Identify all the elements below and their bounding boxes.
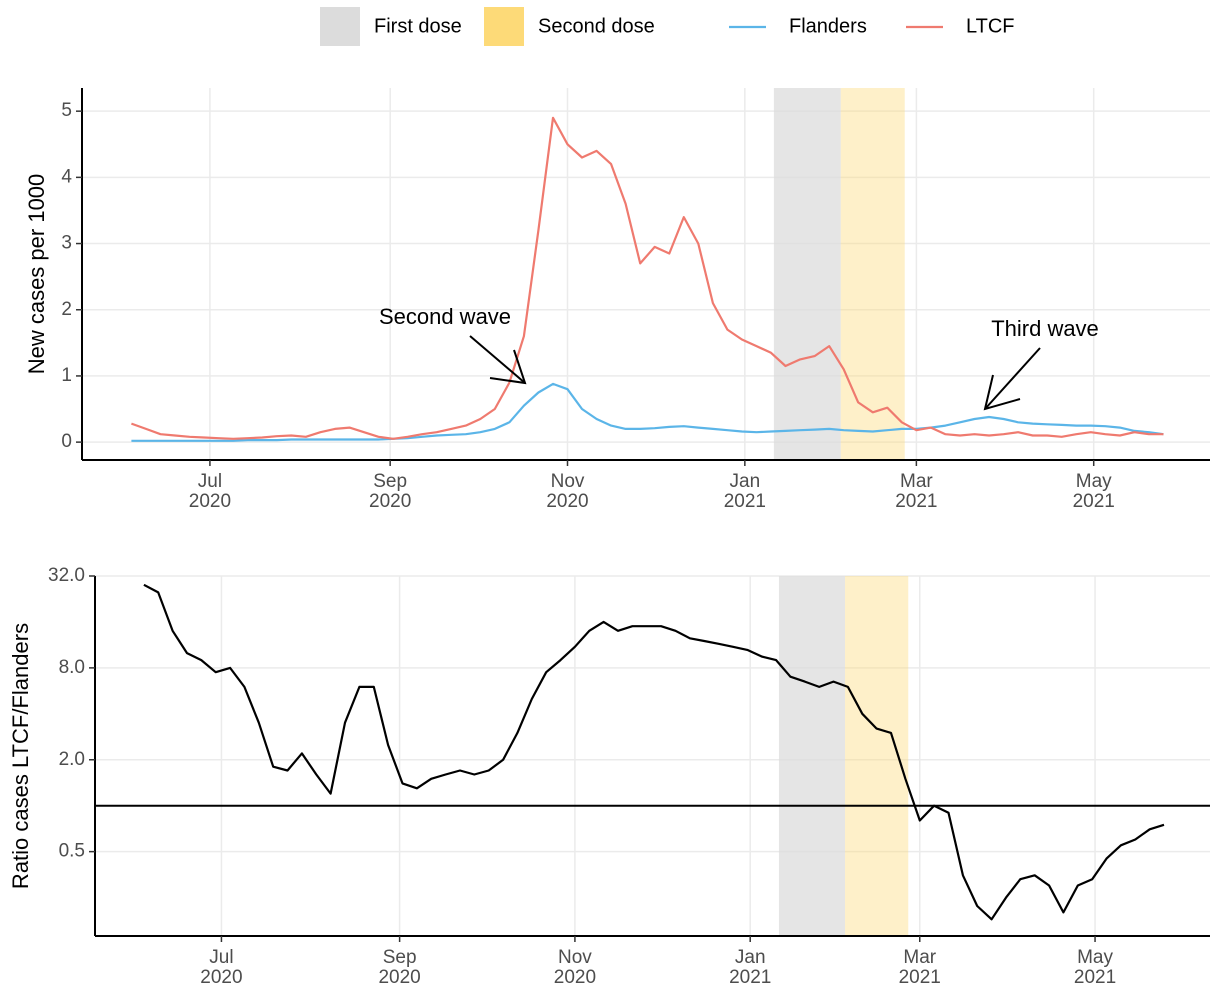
legend: First dose Second dose Flanders LTCF xyxy=(320,7,1015,46)
y-axis-label: Ratio cases LTCF/Flanders xyxy=(8,623,33,889)
annotation-arrow xyxy=(469,335,526,384)
series-line xyxy=(131,382,1164,442)
y-tick-label: 0 xyxy=(61,431,72,452)
x-tick-label: Jan 2021 xyxy=(729,947,771,988)
x-tick-label: Sep 2020 xyxy=(378,947,420,988)
shade xyxy=(773,88,841,460)
legend-key xyxy=(484,7,524,46)
y-tick-label: 2 xyxy=(61,299,72,320)
x-tick-label: Jul 2020 xyxy=(189,471,231,512)
y-tick-label: 2.0 xyxy=(59,749,85,770)
y-tick-label: 8.0 xyxy=(59,657,85,678)
y-tick-label: 0.5 xyxy=(59,841,85,862)
annotation-arrowhead xyxy=(489,349,527,385)
legend-label: Second dose xyxy=(538,15,655,37)
y-tick-label: 3 xyxy=(61,233,72,254)
x-tick-label: Nov 2020 xyxy=(546,471,588,512)
x-tick-label: Nov 2020 xyxy=(554,947,596,988)
series-line xyxy=(131,116,1164,440)
x-tick-label: Mar 2021 xyxy=(899,947,941,988)
annotation: Third wave xyxy=(991,316,1099,341)
x-tick-label: Jul 2020 xyxy=(200,947,242,988)
legend-label: Flanders xyxy=(789,15,867,37)
y-tick-label: 4 xyxy=(61,166,72,187)
shade xyxy=(840,88,905,460)
legend-key xyxy=(320,7,360,46)
legend-label: LTCF xyxy=(966,15,1015,37)
y-tick-label: 5 xyxy=(61,100,72,121)
x-tick-label: May 2021 xyxy=(1073,471,1115,512)
y-axis-label: New cases per 1000 xyxy=(24,174,49,375)
legend-label: First dose xyxy=(374,15,462,37)
x-tick-label: Mar 2021 xyxy=(895,471,937,512)
annotation-arrowhead xyxy=(983,374,1021,411)
series-line xyxy=(143,583,1165,921)
shade xyxy=(778,576,846,936)
annotation: Second wave xyxy=(379,304,511,329)
x-tick-label: Jan 2021 xyxy=(724,471,766,512)
y-tick-label: 32.0 xyxy=(48,565,85,586)
annotation-arrow xyxy=(984,347,1041,410)
x-tick-label: May 2021 xyxy=(1074,947,1116,988)
x-tick-label: Sep 2020 xyxy=(369,471,411,512)
y-tick-label: 1 xyxy=(61,365,72,386)
